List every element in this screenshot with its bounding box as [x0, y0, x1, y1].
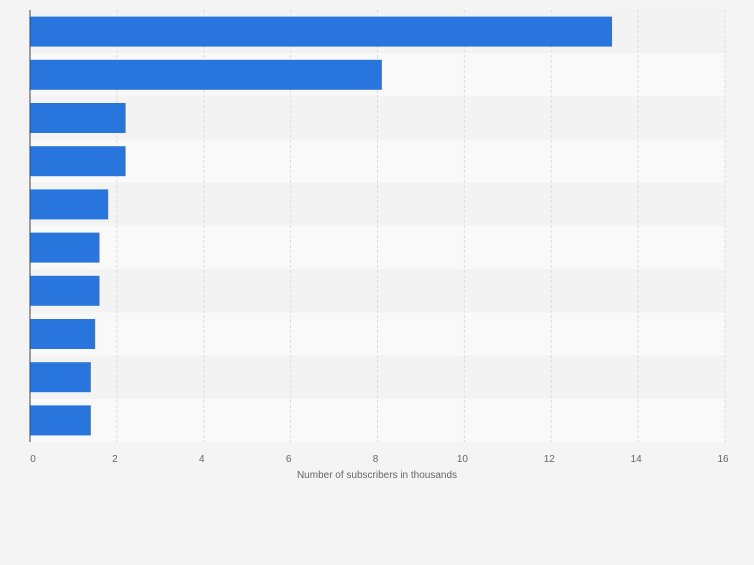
x-tick-label: 0: [30, 454, 36, 465]
row-band: [30, 312, 725, 356]
x-tick-label: 6: [286, 454, 292, 465]
bars: [30, 16, 613, 436]
x-axis-title: Number of subscribers in thousands: [297, 470, 457, 481]
row-bands: [30, 10, 725, 442]
x-tick-label: 16: [717, 454, 729, 465]
bar: [30, 405, 91, 436]
x-tick-label: 10: [457, 454, 469, 465]
bar: [30, 59, 382, 90]
bar: [30, 103, 126, 133]
x-tick-label: 14: [631, 454, 643, 465]
x-tick-label: 12: [544, 454, 556, 465]
x-tick-label: 4: [199, 454, 205, 465]
x-tick-label: 8: [373, 454, 379, 465]
bar: [30, 146, 126, 177]
x-tick-labels: 0 2 4 6 8 10 12 14 16: [30, 454, 729, 465]
bar: [30, 189, 109, 220]
bar: [30, 232, 100, 263]
bar: [30, 275, 100, 306]
row-band: [30, 182, 725, 226]
bar: [30, 362, 91, 393]
bar: [30, 319, 96, 349]
x-tick-label: 2: [112, 454, 118, 465]
bar: [30, 16, 613, 47]
